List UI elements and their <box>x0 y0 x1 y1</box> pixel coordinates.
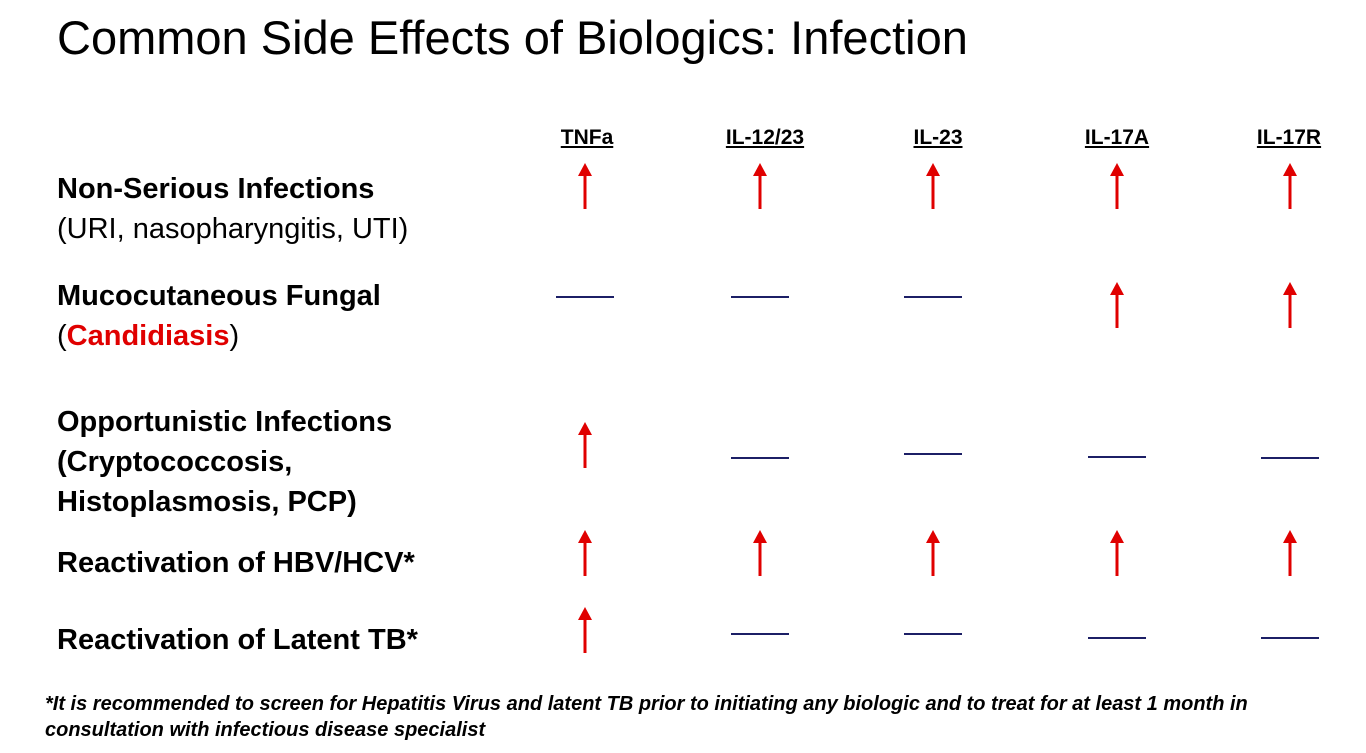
increased-arrow-icon <box>1282 282 1298 328</box>
column-header-il-17r: IL-17R <box>1256 126 1322 149</box>
increased-arrow-icon <box>577 163 593 209</box>
row-label-reactivation-hbv-hcv: Reactivation of HBV/HCV* <box>57 543 415 583</box>
row-label-reactivation-latent-tb: Reactivation of Latent TB* <box>57 620 418 660</box>
row-label-non-serious-infections: Non-Serious Infections (URI, nasopharyng… <box>57 169 408 249</box>
slide-title: Common Side Effects of Biologics: Infect… <box>57 11 968 64</box>
increased-arrow-icon <box>577 607 593 653</box>
column-header-il-23: IL-23 <box>913 126 963 149</box>
row-label-title: Reactivation of HBV/HCV* <box>57 547 415 579</box>
no-effect-dash-icon <box>904 633 962 635</box>
candidiasis-highlight: Candidiasis <box>66 320 230 352</box>
dash-line <box>1088 637 1146 639</box>
column-header-il-12-23: IL-12/23 <box>725 126 805 149</box>
row-label-title: Non-Serious Infections <box>57 173 375 205</box>
no-effect-dash-icon <box>731 633 789 635</box>
no-effect-dash-icon <box>731 296 789 298</box>
dash-line <box>731 296 789 298</box>
dash-line <box>731 457 789 459</box>
row-label-mucocutaneous-fungal: Mucocutaneous Fungal (Candidiasis) <box>57 276 381 356</box>
dash-line <box>904 453 962 455</box>
row-label-subtitle-2: Histoplasmosis, PCP) <box>57 486 357 518</box>
increased-arrow-icon <box>577 530 593 576</box>
dash-line <box>731 633 789 635</box>
increased-arrow-icon <box>1109 282 1125 328</box>
dash-line <box>1261 637 1319 639</box>
increased-arrow-icon <box>1282 530 1298 576</box>
increased-arrow-icon <box>1282 163 1298 209</box>
no-effect-dash-icon <box>904 453 962 455</box>
increased-arrow-icon <box>752 163 768 209</box>
no-effect-dash-icon <box>904 296 962 298</box>
no-effect-dash-icon <box>1261 457 1319 459</box>
column-header-il-17a: IL-17A <box>1084 126 1150 149</box>
no-effect-dash-icon <box>1261 637 1319 639</box>
footnote: *It is recommended to screen for Hepatit… <box>45 693 1248 741</box>
paren-open: ( <box>57 320 67 352</box>
increased-arrow-icon <box>1109 163 1125 209</box>
dash-line <box>556 296 614 298</box>
dash-line <box>1261 457 1319 459</box>
no-effect-dash-icon <box>556 296 614 298</box>
row-label-subtitle: (Cryptococcosis, <box>57 446 293 478</box>
row-label-title: Opportunistic Infections <box>57 406 393 438</box>
dash-line <box>1088 456 1146 458</box>
row-label-subtitle: (Candidiasis) <box>57 316 381 356</box>
increased-arrow-icon <box>577 422 593 468</box>
row-label-title: Reactivation of Latent TB* <box>57 624 418 656</box>
no-effect-dash-icon <box>1088 456 1146 458</box>
increased-arrow-icon <box>1109 530 1125 576</box>
paren-close: ) <box>229 320 240 352</box>
column-header-tnfa: TNFa <box>560 126 614 149</box>
dash-line <box>904 296 962 298</box>
no-effect-dash-icon <box>731 457 789 459</box>
row-label-subtitle: (URI, nasopharyngitis, UTI) <box>57 213 409 245</box>
increased-arrow-icon <box>925 163 941 209</box>
row-label-opportunistic-infections: Opportunistic Infections (Cryptococcosis… <box>57 402 392 522</box>
increased-arrow-icon <box>752 530 768 576</box>
dash-line <box>904 633 962 635</box>
row-label-title: Mucocutaneous Fungal <box>57 280 381 312</box>
increased-arrow-icon <box>925 530 941 576</box>
no-effect-dash-icon <box>1088 637 1146 639</box>
